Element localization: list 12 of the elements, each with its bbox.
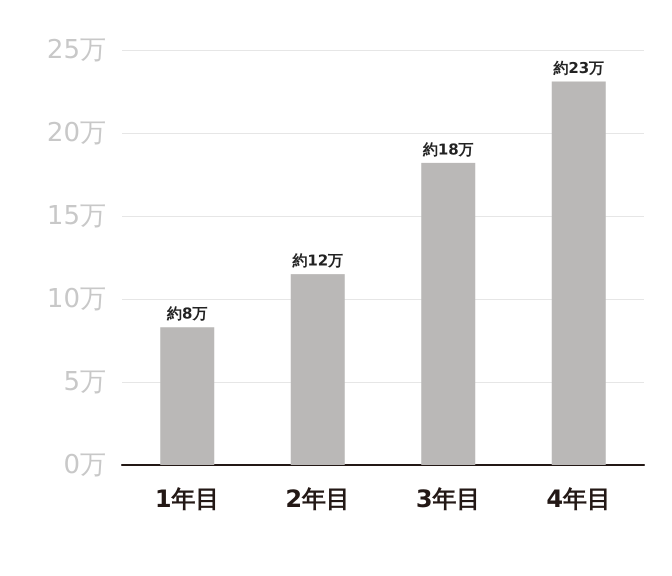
bar [160, 327, 214, 465]
bar [421, 162, 476, 465]
x-tick-label: 3年目 [416, 485, 481, 513]
bar [290, 274, 345, 465]
data-label: 約12万 [291, 252, 344, 270]
x-tick-label: 1年目 [154, 485, 220, 513]
data-label: 約23万 [552, 59, 604, 78]
data-label: 約18万 [422, 140, 474, 158]
data-label: 約8万 [166, 304, 208, 323]
x-tick-label: 2年目 [285, 485, 350, 513]
bar [552, 82, 606, 465]
x-tick-label: 4年目 [546, 485, 612, 513]
